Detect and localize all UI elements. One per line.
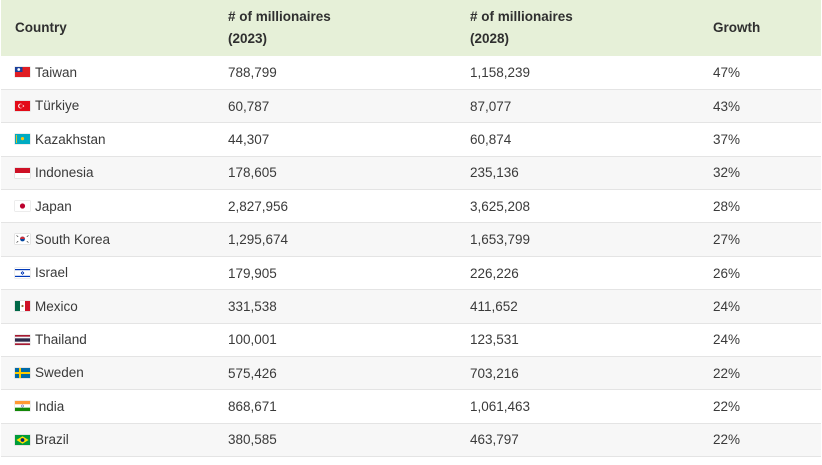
growth-cell: 43% xyxy=(713,98,741,114)
table-row: Thailand 100,001 123,531 24% xyxy=(1,323,821,357)
millionaires-2028-cell: 703,216 xyxy=(470,365,519,381)
growth-cell: 32% xyxy=(713,165,741,181)
millionaires-2023-cell: 60,787 xyxy=(228,98,270,114)
mexico-flag-icon xyxy=(15,301,30,312)
table-row: South Korea 1,295,674 1,653,799 27% xyxy=(1,222,821,257)
header-2028-line1: # of millionaires xyxy=(470,9,573,24)
country-name: Sweden xyxy=(35,365,84,381)
millionaires-2028-cell: 235,136 xyxy=(470,165,519,181)
country-cell: Japan xyxy=(1,190,228,223)
millionaires-2028-cell: 463,797 xyxy=(470,432,519,448)
sweden-flag-icon xyxy=(15,367,30,378)
country-name: Mexico xyxy=(35,298,78,314)
country-name: Thailand xyxy=(35,332,87,348)
country-cell: Indonesia xyxy=(1,156,228,189)
millionaires-2028-cell: 411,652 xyxy=(470,298,518,314)
country-cell: Taiwan xyxy=(1,56,228,89)
taiwan-flag-icon xyxy=(15,67,30,78)
israel-flag-icon xyxy=(15,267,30,278)
header-2028-line2: (2028) xyxy=(470,31,510,46)
header-country[interactable]: Country xyxy=(1,0,228,56)
millionaires-2023-cell: 788,799 xyxy=(228,64,277,80)
header-row: Country # of millionaires (2023) # of mil… xyxy=(1,0,821,56)
millionaires-2023-cell: 44,307 xyxy=(228,131,270,147)
kazakhstan-flag-icon xyxy=(15,134,30,145)
country-cell: South Korea xyxy=(1,223,228,256)
table-header: Country # of millionaires (2023) # of mil… xyxy=(1,0,821,56)
growth-cell: 22% xyxy=(713,432,741,448)
table-row: Brazil 380,585 463,797 22% xyxy=(1,423,821,457)
country-name: Israel xyxy=(35,265,69,281)
growth-cell: 22% xyxy=(713,399,741,415)
india-flag-icon xyxy=(15,401,30,412)
country-name: Indonesia xyxy=(35,165,94,181)
growth-cell: 47% xyxy=(713,64,741,80)
brazil-flag-icon xyxy=(15,434,30,445)
table-row: Israel 179,905 226,226 26% xyxy=(1,256,821,290)
millionaires-2023-cell: 380,585 xyxy=(228,432,277,448)
table-row: Türkiye 60,787 87,077 43% xyxy=(1,89,821,123)
millionaires-2023-cell: 100,001 xyxy=(228,332,277,348)
millionaires-2028-cell: 87,077 xyxy=(470,98,512,114)
country-name: South Korea xyxy=(35,231,111,247)
header-2023-line2: (2023) xyxy=(228,31,268,46)
growth-cell: 24% xyxy=(713,298,741,314)
south-korea-flag-icon xyxy=(15,234,30,245)
country-name: Brazil xyxy=(35,432,69,448)
table-row: Japan 2,827,956 3,625,208 28% xyxy=(1,190,821,223)
table-body: Taiwan 788,799 1,158,239 47% Türkiye 60,… xyxy=(1,56,821,457)
millionaires-2028-cell: 1,061,463 xyxy=(470,399,531,415)
header-2023-line1: # of millionaires xyxy=(228,9,331,24)
country-name: Türkiye xyxy=(35,98,80,114)
table-row: Kazakhstan 44,307 60,874 37% xyxy=(1,123,821,157)
header-millionaires-2023[interactable]: # of millionaires (2023) xyxy=(228,0,470,56)
country-cell: Türkiye xyxy=(1,89,228,122)
country-name: India xyxy=(35,398,65,414)
country-cell: Kazakhstan xyxy=(1,123,228,156)
table-row: Mexico 331,538 411,652 24% xyxy=(1,289,821,324)
millionaires-2023-cell: 868,671 xyxy=(228,399,277,415)
millionaires-2028-cell: 3,625,208 xyxy=(470,198,531,214)
header-growth-label: Growth xyxy=(713,20,761,35)
header-millionaires-2028[interactable]: # of millionaires (2028) xyxy=(470,0,713,56)
country-cell: Israel xyxy=(1,256,228,289)
millionaires-2023-cell: 575,426 xyxy=(228,365,277,381)
country-name: Taiwan xyxy=(35,64,78,80)
japan-flag-icon xyxy=(15,201,30,211)
country-cell: India xyxy=(1,390,228,423)
header-country-label: Country xyxy=(15,20,67,35)
millionaires-2023-cell: 2,827,956 xyxy=(228,198,289,214)
millionaires-2028-cell: 226,226 xyxy=(470,265,519,281)
millionaires-2028-cell: 1,653,799 xyxy=(470,232,531,248)
millionaires-2028-cell: 123,531 xyxy=(470,332,519,348)
millionaires-2023-cell: 179,905 xyxy=(228,265,277,281)
growth-cell: 37% xyxy=(713,131,741,147)
growth-cell: 27% xyxy=(713,232,741,248)
table-row: India 868,671 1,061,463 22% xyxy=(1,390,821,424)
country-name: Japan xyxy=(35,198,72,214)
indonesia-flag-icon xyxy=(15,167,30,178)
country-cell: Sweden xyxy=(1,357,228,390)
thailand-flag-icon xyxy=(15,334,30,345)
growth-cell: 28% xyxy=(713,198,741,214)
header-growth[interactable]: Growth xyxy=(713,0,821,56)
growth-cell: 26% xyxy=(713,265,741,281)
millionaires-2028-cell: 60,874 xyxy=(470,131,512,147)
growth-cell: 24% xyxy=(713,332,741,348)
country-cell: Thailand xyxy=(1,323,228,356)
millionaires-2028-cell: 1,158,239 xyxy=(470,64,531,80)
millionaires-2023-cell: 331,538 xyxy=(228,298,277,314)
country-cell: Mexico xyxy=(1,290,228,323)
millionaires-2023-cell: 178,605 xyxy=(228,165,277,181)
growth-cell: 22% xyxy=(713,365,741,381)
table-row: Sweden 575,426 703,216 22% xyxy=(1,356,821,390)
turkiye-flag-icon xyxy=(15,100,30,111)
country-name: Kazakhstan xyxy=(35,131,106,147)
table-row: Indonesia 178,605 235,136 32% xyxy=(1,156,821,190)
table-row: Taiwan 788,799 1,158,239 47% xyxy=(1,56,821,90)
millionaires-2023-cell: 1,295,674 xyxy=(228,232,289,248)
country-cell: Brazil xyxy=(1,423,228,456)
